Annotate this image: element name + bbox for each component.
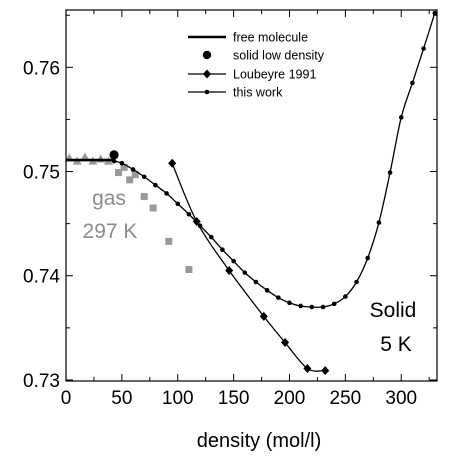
y-tick-label: 0.75: [23, 163, 60, 184]
this-work-point: [398, 115, 404, 120]
gas-square-point: [165, 237, 173, 245]
loubeyre-1991-point: [192, 217, 201, 227]
x-tick-label: 300: [385, 388, 417, 409]
loubeyre-1991-point: [281, 337, 290, 347]
solid-low-density-point: [109, 150, 119, 160]
x-axis-title: density (mol/l): [197, 430, 321, 452]
chart-marks: [64, 10, 438, 376]
this-work-point: [331, 301, 337, 307]
this-work-point: [130, 167, 136, 172]
loubeyre-1991-point: [259, 311, 268, 321]
this-work-point: [365, 255, 371, 261]
annotation-solid-label: Solid: [370, 299, 417, 322]
legend-label: free molecule: [233, 31, 308, 45]
this-work-point: [287, 300, 292, 306]
x-tick-label: 50: [111, 388, 132, 409]
chart-annotations: gas 297 K Solid 5 K: [83, 187, 417, 356]
x-tick-label: 0: [61, 388, 72, 409]
this-work-point: [220, 247, 225, 252]
legend-label: solid low density: [233, 49, 325, 63]
this-work-point: [276, 295, 281, 300]
legend-label: Loubeyre 1991: [233, 68, 316, 82]
chart-legend: free molecule solid low density Loubeyre 1…: [188, 31, 325, 100]
this-work-point: [354, 279, 359, 285]
this-work-point: [343, 294, 348, 299]
legend-label: this work: [233, 86, 283, 100]
plot-frame: [65, 9, 438, 382]
annotation-solid-temperature: 5 K: [380, 333, 412, 356]
this-work-point: [432, 10, 438, 16]
x-tick-label: 150: [218, 388, 250, 409]
y-tick-label: 0.74: [23, 267, 60, 288]
this-work-point: [264, 288, 270, 293]
gas-square-point: [120, 163, 128, 171]
this-work-point: [111, 158, 117, 164]
gas-square-point: [115, 169, 123, 177]
this-work-point: [309, 304, 315, 310]
annotation-gas-temperature: 297 K: [83, 220, 138, 243]
annotation-gas-label: gas: [92, 187, 126, 210]
this-work-point: [253, 279, 259, 285]
gas-square-point: [149, 204, 157, 212]
this-work-point: [410, 80, 415, 86]
gas-square-point: [140, 193, 148, 201]
this-work-point: [186, 211, 192, 217]
y-tick-label: 0.76: [23, 58, 60, 79]
chart-axes: [65, 9, 438, 382]
this-work-point: [242, 270, 248, 275]
this-work-point: [376, 220, 382, 225]
loubeyre-1991-line: [171, 162, 326, 372]
this-work-point: [387, 170, 393, 175]
this-work-point: [141, 174, 147, 180]
this-work-point: [119, 160, 125, 166]
this-work-point: [208, 234, 214, 240]
this-work-point: [231, 258, 236, 264]
gas-square-point: [185, 265, 193, 273]
legend-swatch-this-work-dot: [204, 89, 210, 95]
this-work-point: [298, 303, 303, 309]
gas-triangle-point: [80, 152, 90, 161]
this-work-point: [421, 46, 426, 51]
y-tick-label: 0.73: [23, 371, 60, 392]
loubeyre-1991-point: [225, 266, 234, 276]
this-work-point: [175, 201, 181, 207]
chart-tick-labels: 0 50 100 150 200 250 300 0.73 0.74 0.75 0.76: [23, 58, 417, 409]
x-tick-label: 250: [330, 388, 362, 409]
x-tick-label: 200: [274, 388, 306, 409]
legend-swatch-loubeyre-diamond: [203, 69, 211, 79]
gas-square-point: [126, 176, 134, 184]
x-tick-label: 100: [162, 388, 194, 409]
gas-square-point: [131, 171, 139, 179]
loubeyre-1991-point: [321, 366, 330, 376]
loubeyre-1991-point: [303, 363, 312, 373]
legend-swatch-solid-low-density: [202, 50, 212, 60]
this-work-point: [320, 304, 326, 310]
loubeyre-1991-point: [168, 158, 177, 168]
this-work-point: [153, 182, 158, 188]
this-work-point: [164, 191, 169, 196]
